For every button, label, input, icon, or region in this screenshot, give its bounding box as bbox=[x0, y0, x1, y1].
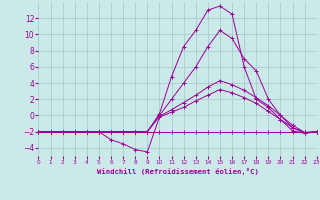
X-axis label: Windchill (Refroidissement éolien,°C): Windchill (Refroidissement éolien,°C) bbox=[97, 168, 259, 175]
